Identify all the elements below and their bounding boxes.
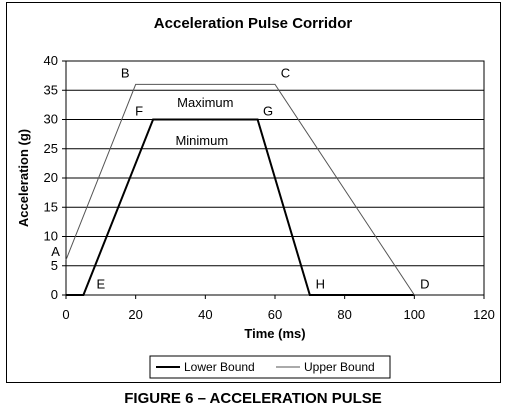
y-tick-label: 15 <box>44 199 58 214</box>
y-tick-label: 40 <box>44 53 58 68</box>
annotations: A B C D E F G H Maximum Minimum <box>51 66 429 292</box>
point-label-h: H <box>316 276 325 291</box>
point-label-e: E <box>96 276 105 291</box>
legend: Lower Bound Upper Bound <box>149 355 391 379</box>
y-tick-label: 30 <box>44 112 58 127</box>
y-tick-label: 10 <box>44 229 58 244</box>
point-label-f: F <box>135 104 143 119</box>
x-tick-label: 120 <box>473 307 495 322</box>
x-tick-label: 60 <box>268 307 282 322</box>
y-axis: 0 5 10 15 20 25 30 35 40 <box>44 53 66 302</box>
gridlines <box>66 89 484 267</box>
chart-title: Acceleration Pulse Corridor <box>154 15 353 32</box>
figure-caption: FIGURE 6 – ACCELERATION PULSE <box>124 390 382 407</box>
y-tick-label: 25 <box>44 141 58 156</box>
annotation-minimum: Minimum <box>175 133 228 148</box>
x-tick-label: 20 <box>128 307 142 322</box>
x-tick-label: 40 <box>198 307 212 322</box>
chart-frame <box>6 2 501 383</box>
point-label-a: A <box>51 244 60 259</box>
series-line-lower-bound <box>66 118 415 296</box>
point-label-d: D <box>420 276 429 291</box>
legend-box <box>149 355 391 379</box>
point-label-b: B <box>121 66 130 81</box>
y-tick-label: 35 <box>44 82 58 97</box>
point-label-c: C <box>281 66 290 81</box>
y-axis-label: Acceleration (g) <box>16 129 31 227</box>
acceleration-chart: Acceleration Pulse Corridor 0 5 10 15 20 25 30… <box>16 15 495 379</box>
legend-label-lower: Lower Bound <box>184 360 255 374</box>
series-line-upper-bound <box>65 83 415 296</box>
series-lines <box>65 83 415 296</box>
x-axis: 0 20 40 60 80 100 120 <box>62 295 495 322</box>
x-tick-label: 0 <box>62 307 69 322</box>
point-label-g: G <box>263 104 273 119</box>
x-tick-label: 80 <box>337 307 351 322</box>
y-tick-label: 20 <box>44 170 58 185</box>
y-tick-label: 5 <box>51 258 58 273</box>
x-tick-label: 100 <box>403 307 425 322</box>
x-axis-label: Time (ms) <box>244 326 305 341</box>
y-tick-label: 0 <box>51 287 58 302</box>
legend-label-upper: Upper Bound <box>304 360 375 374</box>
annotation-maximum: Maximum <box>177 95 233 110</box>
